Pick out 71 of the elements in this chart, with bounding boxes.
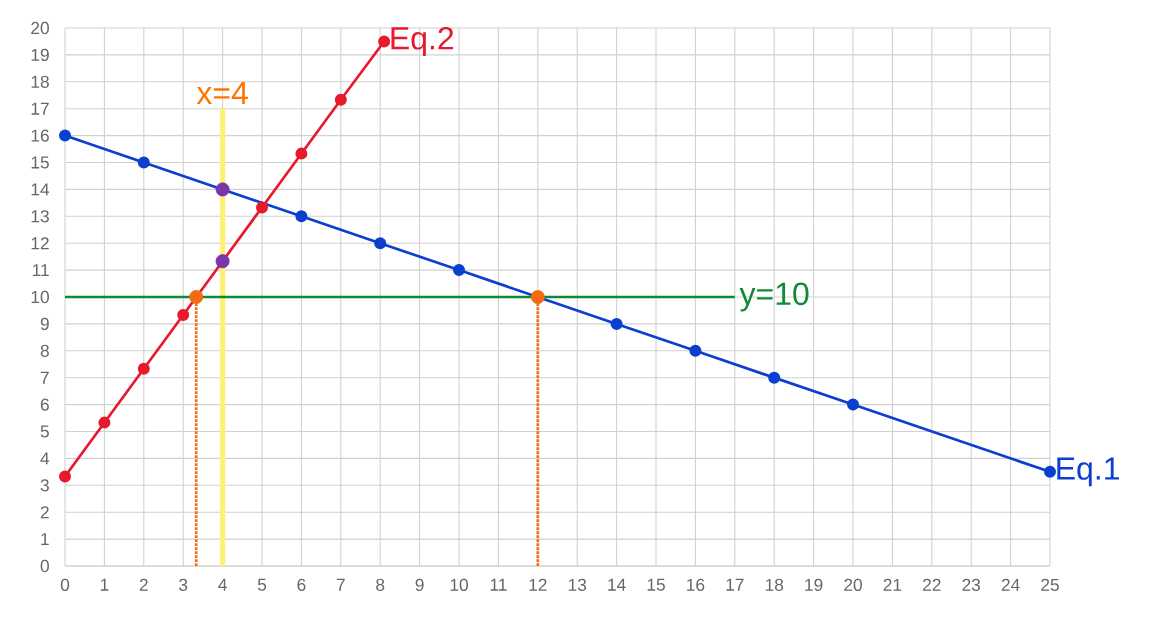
point [256, 201, 269, 214]
point [177, 309, 190, 322]
y-tick-label: 12 [31, 237, 49, 250]
point [59, 129, 72, 142]
y-tick-label: 18 [31, 75, 49, 88]
x-tick-label: 24 [1001, 578, 1020, 591]
point [453, 264, 466, 277]
y-tick-label: 5 [40, 425, 49, 438]
point [295, 210, 308, 223]
x-tick-label: 19 [805, 578, 823, 591]
y-tick-label: 7 [40, 371, 49, 384]
y-tick-label: 6 [40, 398, 49, 411]
x-tick-label: 8 [376, 578, 385, 591]
y-tick-label: 8 [40, 344, 49, 357]
series-label: y=10 [739, 282, 809, 312]
point [334, 93, 347, 106]
point [530, 290, 545, 304]
y-tick-label: 1 [41, 533, 49, 546]
x-tick-label: 10 [450, 578, 468, 591]
x-tick-label: 25 [1041, 578, 1059, 591]
x-tick-label: 11 [490, 578, 507, 591]
x-tick-label: 2 [139, 578, 148, 591]
point [689, 344, 702, 357]
point [189, 290, 204, 304]
series-label: Eq.1 [1057, 457, 1119, 487]
y-tick-label: 10 [31, 290, 49, 304]
point [378, 35, 391, 48]
y-tick-label: 15 [31, 156, 49, 169]
x-tick-label: 14 [608, 578, 626, 591]
point [1044, 465, 1057, 478]
x-tick-label: 20 [844, 578, 862, 591]
series-label: Eq.2 [391, 26, 454, 56]
y-tick-label: 9 [40, 317, 49, 331]
x-tick-label: 13 [568, 578, 587, 591]
point [847, 398, 860, 411]
x-tick-label: 12 [529, 578, 547, 591]
y-tick-label: 19 [31, 48, 49, 62]
point [610, 317, 623, 330]
y-tick-label: 0 [40, 559, 49, 573]
x-tick-label: 16 [687, 578, 705, 591]
x-tick-label: 4 [218, 578, 227, 591]
point [98, 416, 111, 429]
x-tick-label: 3 [179, 578, 188, 591]
y-tick-label: 17 [31, 102, 49, 115]
x-tick-label: 9 [415, 578, 424, 591]
x-tick-label: 22 [923, 578, 941, 591]
y-tick-label: 14 [31, 183, 50, 196]
y-tick-label: 2 [40, 506, 49, 519]
x-tick-label: 23 [962, 578, 981, 591]
x-tick-label: 5 [257, 578, 267, 591]
y-tick-label: 3 [40, 479, 49, 492]
point [59, 470, 72, 483]
y-tick-label: 16 [31, 129, 49, 142]
point [374, 237, 387, 250]
x-tick-label: 0 [60, 578, 70, 591]
y-tick-label: 11 [32, 264, 49, 277]
x-tick-label: 21 [883, 578, 902, 591]
y-tick-label: 20 [31, 21, 49, 35]
y-tick-label: 4 [40, 452, 50, 465]
y-tick-label: 13 [31, 210, 49, 223]
x-tick-label: 6 [297, 578, 306, 591]
point [137, 156, 150, 169]
x-tick-label: 15 [647, 578, 665, 591]
ref-line-label: x=4 [196, 81, 248, 104]
x-tick-label: 18 [765, 578, 784, 591]
point [768, 371, 781, 384]
x-tick-label: 1 [100, 578, 109, 591]
x-tick-label: 7 [336, 578, 345, 591]
point [295, 147, 308, 160]
point [137, 362, 150, 375]
x-tick-label: 17 [726, 578, 744, 591]
